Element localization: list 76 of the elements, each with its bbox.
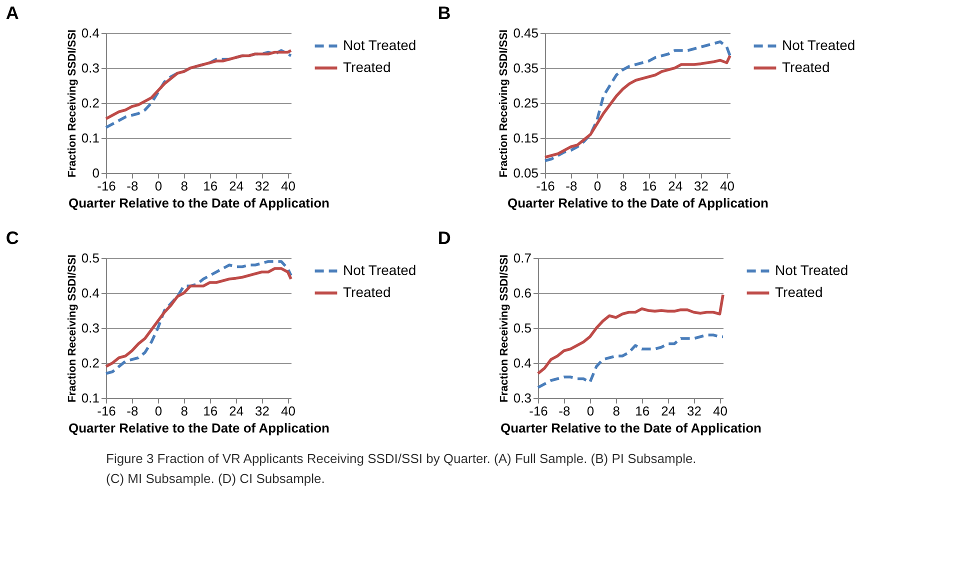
legend-label: Treated xyxy=(343,59,391,75)
y-tick-label: 0.6 xyxy=(513,286,532,300)
x-tick-label: 0 xyxy=(594,178,602,194)
x-tick-label: 8 xyxy=(612,404,620,418)
x-tick-label: 24 xyxy=(229,178,244,194)
legend-label: Not Treated xyxy=(782,37,856,53)
legend-label: Treated xyxy=(782,59,830,75)
x-tick-label: 8 xyxy=(180,404,188,418)
text: (C) MI Subsample. (D) CI Subsample. xyxy=(106,471,325,486)
x-tick-label: 32 xyxy=(694,178,709,194)
x-tick-label: -16 xyxy=(536,178,555,194)
x-tick-label: 24 xyxy=(668,178,683,194)
y-tick-label: 0.1 xyxy=(81,130,100,146)
chart-title: B xyxy=(438,3,451,23)
y-axis-title: Fraction Receiving SSDI/SSI xyxy=(66,254,78,402)
y-tick-label: 0.15 xyxy=(513,130,538,146)
x-tick-label: -16 xyxy=(97,178,116,194)
y-tick-label: 0.1 xyxy=(81,390,100,406)
x-tick-label: -8 xyxy=(126,404,138,418)
x-tick-label: 0 xyxy=(154,178,162,194)
x-tick-label: -16 xyxy=(529,404,548,418)
y-tick-label: 0.5 xyxy=(513,320,532,336)
line-series xyxy=(536,293,724,375)
x-axis-title: Quarter Relative to the Date of Application xyxy=(500,420,762,436)
y-axis-title: Fraction Receiving SSDI/SSI xyxy=(498,254,510,402)
y-axis-title: Fraction Receiving SSDI/SSI xyxy=(498,30,510,178)
caption: Figure 3 Fraction of VR Applicants Receiving SSDI/SSI by Quarter. (A) Full Sample. (B) PI Subsample. xyxy=(106,451,696,466)
x-tick-label: 32 xyxy=(255,404,270,418)
y-tick-label: 0.25 xyxy=(513,96,538,110)
y-tick-label: 0.7 xyxy=(513,250,532,266)
x-tick-label: 16 xyxy=(203,178,218,194)
x-tick-label: 0 xyxy=(154,404,162,418)
y-tick-label: 0.2 xyxy=(81,356,100,370)
y-tick-label: 0.35 xyxy=(513,60,538,76)
legend-label: Not Treated xyxy=(343,37,416,53)
x-tick-label: 32 xyxy=(687,404,702,418)
x-tick-label: 16 xyxy=(635,404,650,418)
y-tick-label: 0 xyxy=(92,166,100,180)
legend-label: Treated xyxy=(343,284,391,300)
x-tick-label: 24 xyxy=(661,404,676,418)
x-tick-label: 40 xyxy=(713,404,728,418)
y-tick-label: 0.3 xyxy=(81,320,100,336)
y-tick-label: 0.4 xyxy=(81,26,100,40)
x-tick-label: -8 xyxy=(566,178,578,194)
x-tick-label: 40 xyxy=(281,404,296,418)
x-axis-title: Quarter Relative to the Date of Application xyxy=(68,420,330,436)
x-tick-label: 16 xyxy=(642,178,657,194)
x-tick-label: -8 xyxy=(126,178,138,194)
x-tick-label: -8 xyxy=(558,404,570,418)
y-tick-label: 0.4 xyxy=(81,286,100,300)
legend-label: Not Treated xyxy=(343,262,416,278)
x-tick-label: 0 xyxy=(586,404,594,418)
y-tick-label: 0.4 xyxy=(513,356,532,370)
x-tick-label: 16 xyxy=(203,404,218,418)
legend-label: Treated xyxy=(775,284,823,300)
y-tick-label: 0.05 xyxy=(513,166,538,180)
line-series xyxy=(536,334,724,389)
x-axis-title: Quarter Relative to the Date of Application xyxy=(68,196,330,210)
x-tick-label: 40 xyxy=(281,178,296,194)
legend-label: Not Treated xyxy=(775,262,848,278)
y-tick-label: 0.5 xyxy=(81,250,100,266)
x-tick-label: 40 xyxy=(720,178,734,194)
y-tick-label: 0.45 xyxy=(513,26,538,40)
y-axis-title: Fraction Receiving SSDI/SSI xyxy=(66,30,78,178)
x-tick-label: 8 xyxy=(180,178,188,194)
x-tick-label: 8 xyxy=(620,178,628,194)
chart-title: D xyxy=(438,228,451,248)
y-tick-label: 0.3 xyxy=(513,390,532,406)
x-tick-label: -16 xyxy=(97,404,116,418)
x-tick-label: 24 xyxy=(229,404,244,418)
y-tick-label: 0.2 xyxy=(81,96,100,110)
x-axis-title: Quarter Relative to the Date of Application xyxy=(507,196,769,210)
x-tick-label: 32 xyxy=(255,178,270,194)
chart-title: A xyxy=(6,3,19,23)
chart-title: C xyxy=(6,228,19,248)
y-tick-label: 0.3 xyxy=(81,60,100,76)
